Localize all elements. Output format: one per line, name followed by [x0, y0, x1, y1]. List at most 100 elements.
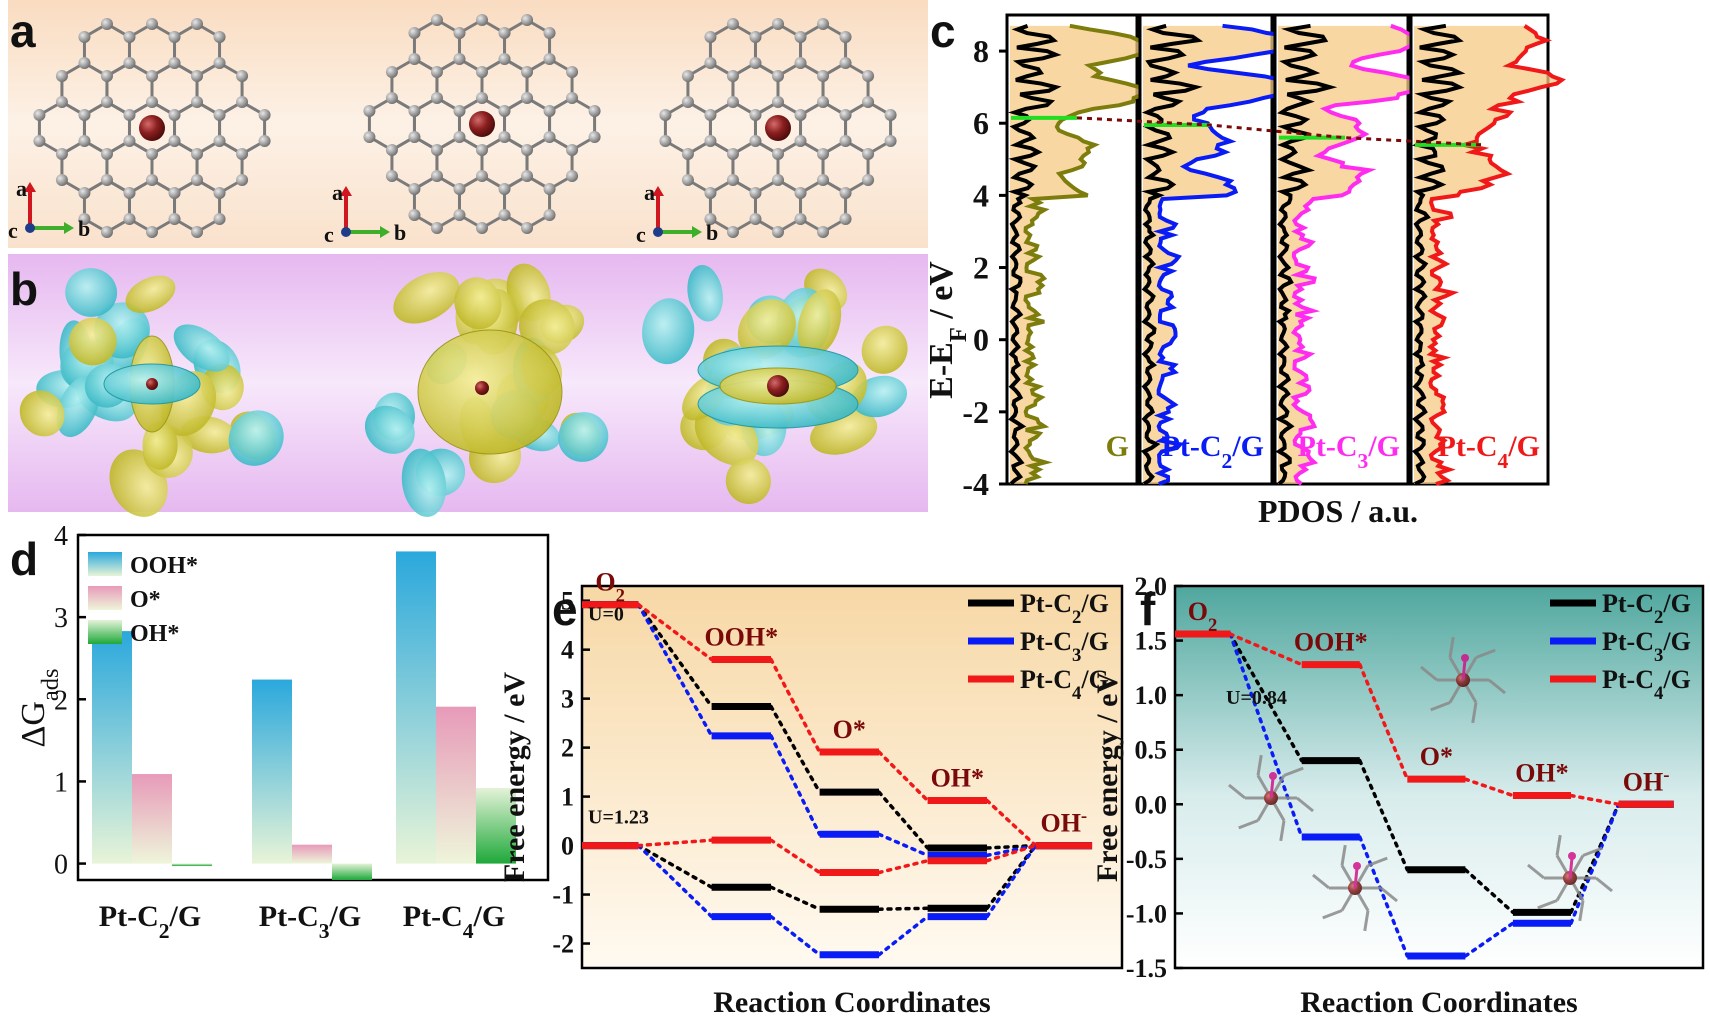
o-atom — [1353, 862, 1361, 870]
carbon-atom — [55, 70, 68, 82]
carbon-atom — [521, 14, 534, 26]
carbon-atom — [146, 96, 158, 108]
pt-atom — [475, 381, 489, 395]
carbon-atom — [213, 187, 226, 199]
graphene-lattice-pt-c4 — [659, 18, 897, 238]
connector — [769, 885, 822, 911]
carbon-atom — [794, 135, 807, 147]
carbon-atom — [168, 109, 181, 121]
carbon-atom — [78, 109, 91, 121]
carbon-atom — [749, 213, 762, 225]
carbon-atom — [408, 183, 421, 195]
carbon-atom — [55, 148, 68, 160]
a-axis-label: a — [332, 180, 343, 205]
carbon-atom — [543, 53, 556, 65]
c-axis-label: c — [324, 222, 334, 247]
carbon-atom — [146, 174, 158, 186]
b-axis-arrowhead — [64, 222, 74, 234]
bar-ooh — [92, 631, 132, 864]
bond — [1595, 876, 1613, 893]
y-tick-label: -2 — [552, 930, 574, 959]
c-axis-label: c — [8, 218, 18, 243]
o-atom — [1269, 772, 1277, 780]
a-axis-arrowhead — [24, 182, 36, 192]
path-Pt-C4/G — [1175, 630, 1674, 808]
connector — [877, 832, 930, 858]
pt-atom — [767, 375, 789, 397]
carbon-atom — [566, 144, 579, 156]
y-tick-label: 2 — [561, 734, 574, 763]
charge-depletion-lobe — [65, 268, 118, 317]
carbon-atom — [681, 96, 694, 108]
graphene-lattice-pt-c3 — [363, 14, 601, 234]
carbon-atom — [78, 213, 91, 225]
connector — [1463, 777, 1515, 798]
connector — [985, 843, 1038, 863]
bond — [1430, 701, 1451, 712]
pdos-series-label: Pt-C3/G — [1298, 430, 1400, 473]
x-axis-title: Reaction Coordinates — [1300, 986, 1577, 1019]
carbon-atom — [236, 174, 249, 186]
connector — [636, 602, 714, 662]
carbon-atom — [213, 213, 226, 225]
carbon-atom — [408, 209, 421, 221]
pdos-shaded-area — [1414, 25, 1562, 484]
carbon-atom — [100, 18, 113, 30]
carbon-atom — [794, 57, 807, 69]
y-tick-label: 4 — [561, 636, 574, 665]
carbon-atom — [100, 226, 113, 238]
carbon-atom — [408, 105, 421, 117]
carbon-atom — [191, 148, 204, 160]
panel-label-e: e — [552, 583, 578, 635]
carbon-atom — [78, 57, 91, 69]
carbon-atom — [726, 174, 739, 186]
carbon-atom — [385, 170, 398, 182]
pdos-subplot-2: Pt-C3/G — [1273, 13, 1430, 486]
panel-label-c: c — [930, 5, 956, 57]
bar-oh — [476, 788, 516, 864]
carbon-atom — [726, 148, 739, 160]
y-tick-label: 1.0 — [1135, 681, 1168, 710]
bond — [1582, 846, 1603, 857]
carbon-atom — [55, 174, 68, 186]
charge-depletion-lobe — [558, 412, 609, 462]
carbon-atom — [453, 183, 466, 195]
carbon-atom — [817, 148, 830, 160]
carbon-atom — [659, 135, 672, 147]
carbon-atom — [521, 170, 534, 182]
carbon-atom — [521, 144, 534, 156]
connector — [985, 843, 1038, 850]
carbon-atom — [749, 135, 762, 147]
bar-o — [132, 774, 172, 864]
pdos-x-axis-title: PDOS / a.u. — [1258, 493, 1418, 529]
bond — [1256, 754, 1263, 776]
pt-atom — [765, 115, 791, 141]
band-center-trend-line — [1076, 116, 1482, 147]
y-tick-label: 0 — [54, 850, 68, 881]
carbon-atom — [588, 105, 601, 117]
y-tick-label: 3 — [54, 603, 68, 634]
carbon-atom — [704, 135, 717, 147]
path-u123-Pt-C4/G — [582, 836, 1093, 876]
carbon-atom — [213, 109, 226, 121]
bond — [1283, 766, 1304, 777]
charge-accumulation-lobe — [725, 458, 771, 505]
carbon-atom — [168, 187, 181, 199]
carbon-atom — [772, 174, 784, 186]
pdos-c-curve — [1275, 23, 1338, 486]
connector — [985, 843, 1038, 919]
adsorbate-structure-o2 — [1228, 754, 1314, 842]
o-atom — [1568, 852, 1576, 860]
carbon-atom — [476, 170, 488, 182]
carbon-atom — [385, 92, 398, 104]
y-tick-label: 1 — [561, 783, 574, 812]
carbon-atom — [453, 131, 466, 143]
carbon-atom — [430, 92, 443, 104]
y-tick-label: 4 — [973, 177, 989, 213]
connector — [877, 858, 930, 875]
pdos-c-curve — [1140, 23, 1204, 486]
charge-accumulation-lobe — [518, 299, 575, 355]
charge-depletion-lobe — [364, 405, 415, 454]
legend-label: OH* — [130, 621, 179, 647]
x-category-label: Pt-C2/G — [99, 900, 201, 943]
